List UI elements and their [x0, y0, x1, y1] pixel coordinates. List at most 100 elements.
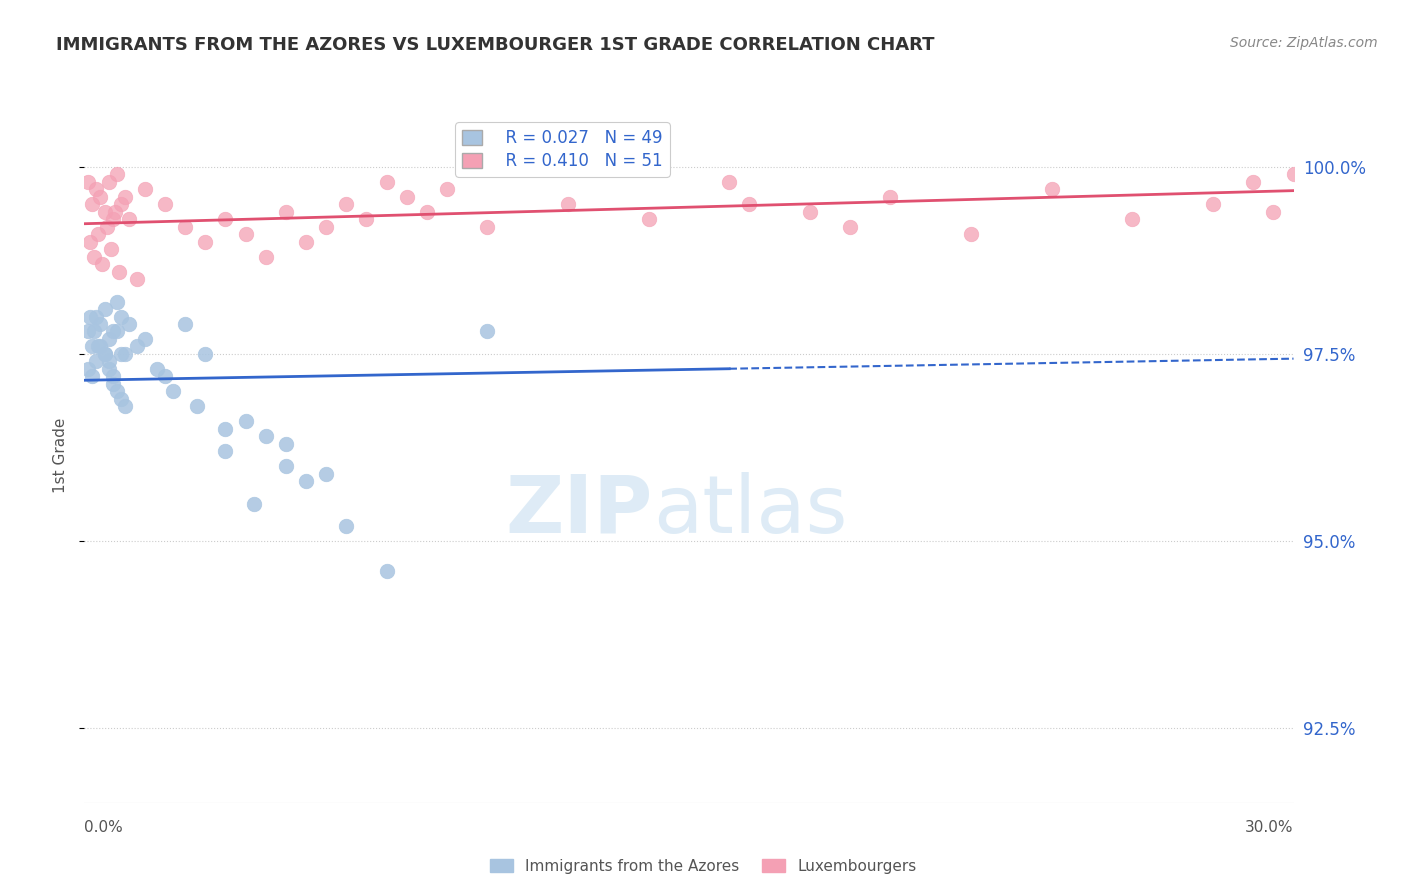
- Point: [254, 429, 277, 443]
- Y-axis label: 1st Grade: 1st Grade: [52, 417, 67, 492]
- Point: [100, 242, 122, 256]
- Text: Source: ZipAtlas.com: Source: ZipAtlas.com: [1230, 36, 1378, 50]
- Point: [162, 384, 184, 399]
- Point: [214, 444, 236, 458]
- Point: [799, 204, 821, 219]
- Point: [637, 212, 659, 227]
- Point: [242, 497, 264, 511]
- Text: ZIP: ZIP: [505, 472, 652, 549]
- Point: [110, 310, 132, 324]
- Point: [118, 212, 141, 227]
- Point: [79, 310, 101, 324]
- Point: [738, 197, 761, 211]
- Point: [114, 190, 136, 204]
- Point: [93, 204, 115, 219]
- Point: [235, 227, 257, 242]
- Point: [295, 235, 318, 249]
- Point: [97, 354, 120, 368]
- Point: [315, 467, 337, 481]
- Point: [960, 227, 983, 242]
- Point: [91, 257, 114, 271]
- Point: [557, 197, 579, 211]
- Point: [87, 339, 110, 353]
- Point: [77, 362, 100, 376]
- Point: [1282, 167, 1305, 181]
- Point: [89, 317, 111, 331]
- Point: [83, 325, 105, 339]
- Point: [101, 212, 124, 227]
- Point: [82, 369, 104, 384]
- Point: [1202, 197, 1225, 211]
- Point: [77, 325, 100, 339]
- Point: [295, 474, 318, 488]
- Point: [105, 294, 128, 309]
- Point: [134, 182, 156, 196]
- Point: [375, 564, 398, 578]
- Point: [146, 362, 169, 376]
- Point: [105, 325, 128, 339]
- Point: [274, 204, 297, 219]
- Point: [194, 235, 217, 249]
- Point: [153, 197, 176, 211]
- Point: [86, 310, 108, 324]
- Point: [274, 436, 297, 450]
- Text: atlas: atlas: [652, 472, 846, 549]
- Point: [86, 182, 108, 196]
- Text: IMMIGRANTS FROM THE AZORES VS LUXEMBOURGER 1ST GRADE CORRELATION CHART: IMMIGRANTS FROM THE AZORES VS LUXEMBOURG…: [56, 36, 935, 54]
- Point: [89, 339, 111, 353]
- Point: [214, 422, 236, 436]
- Point: [1263, 204, 1285, 219]
- Point: [718, 175, 741, 189]
- Point: [110, 347, 132, 361]
- Point: [335, 197, 357, 211]
- Point: [101, 376, 124, 391]
- Point: [82, 197, 104, 211]
- Point: [93, 347, 115, 361]
- Point: [274, 459, 297, 474]
- Point: [87, 227, 110, 242]
- Point: [77, 175, 100, 189]
- Point: [89, 190, 111, 204]
- Point: [1040, 182, 1063, 196]
- Point: [105, 384, 128, 399]
- Point: [315, 219, 337, 234]
- Point: [118, 317, 141, 331]
- Point: [110, 197, 132, 211]
- Point: [174, 219, 197, 234]
- Point: [101, 369, 124, 384]
- Legend:   R = 0.027   N = 49,   R = 0.410   N = 51: R = 0.027 N = 49, R = 0.410 N = 51: [456, 122, 669, 177]
- Point: [82, 339, 104, 353]
- Point: [114, 399, 136, 413]
- Point: [96, 219, 118, 234]
- Point: [477, 325, 499, 339]
- Text: 30.0%: 30.0%: [1246, 821, 1294, 835]
- Point: [174, 317, 197, 331]
- Point: [83, 250, 105, 264]
- Point: [97, 332, 120, 346]
- Point: [879, 190, 901, 204]
- Point: [93, 347, 115, 361]
- Point: [839, 219, 862, 234]
- Point: [79, 235, 101, 249]
- Point: [134, 332, 156, 346]
- Point: [104, 204, 127, 219]
- Point: [436, 182, 458, 196]
- Point: [1121, 212, 1143, 227]
- Point: [97, 175, 120, 189]
- Point: [114, 347, 136, 361]
- Point: [335, 519, 357, 533]
- Point: [186, 399, 208, 413]
- Point: [107, 265, 129, 279]
- Point: [356, 212, 378, 227]
- Text: 0.0%: 0.0%: [84, 821, 124, 835]
- Legend: Immigrants from the Azores, Luxembourgers: Immigrants from the Azores, Luxembourger…: [484, 853, 922, 880]
- Point: [477, 219, 499, 234]
- Point: [97, 362, 120, 376]
- Point: [214, 212, 236, 227]
- Point: [86, 354, 108, 368]
- Point: [125, 272, 148, 286]
- Point: [93, 301, 115, 316]
- Point: [101, 325, 124, 339]
- Point: [395, 190, 418, 204]
- Point: [235, 414, 257, 428]
